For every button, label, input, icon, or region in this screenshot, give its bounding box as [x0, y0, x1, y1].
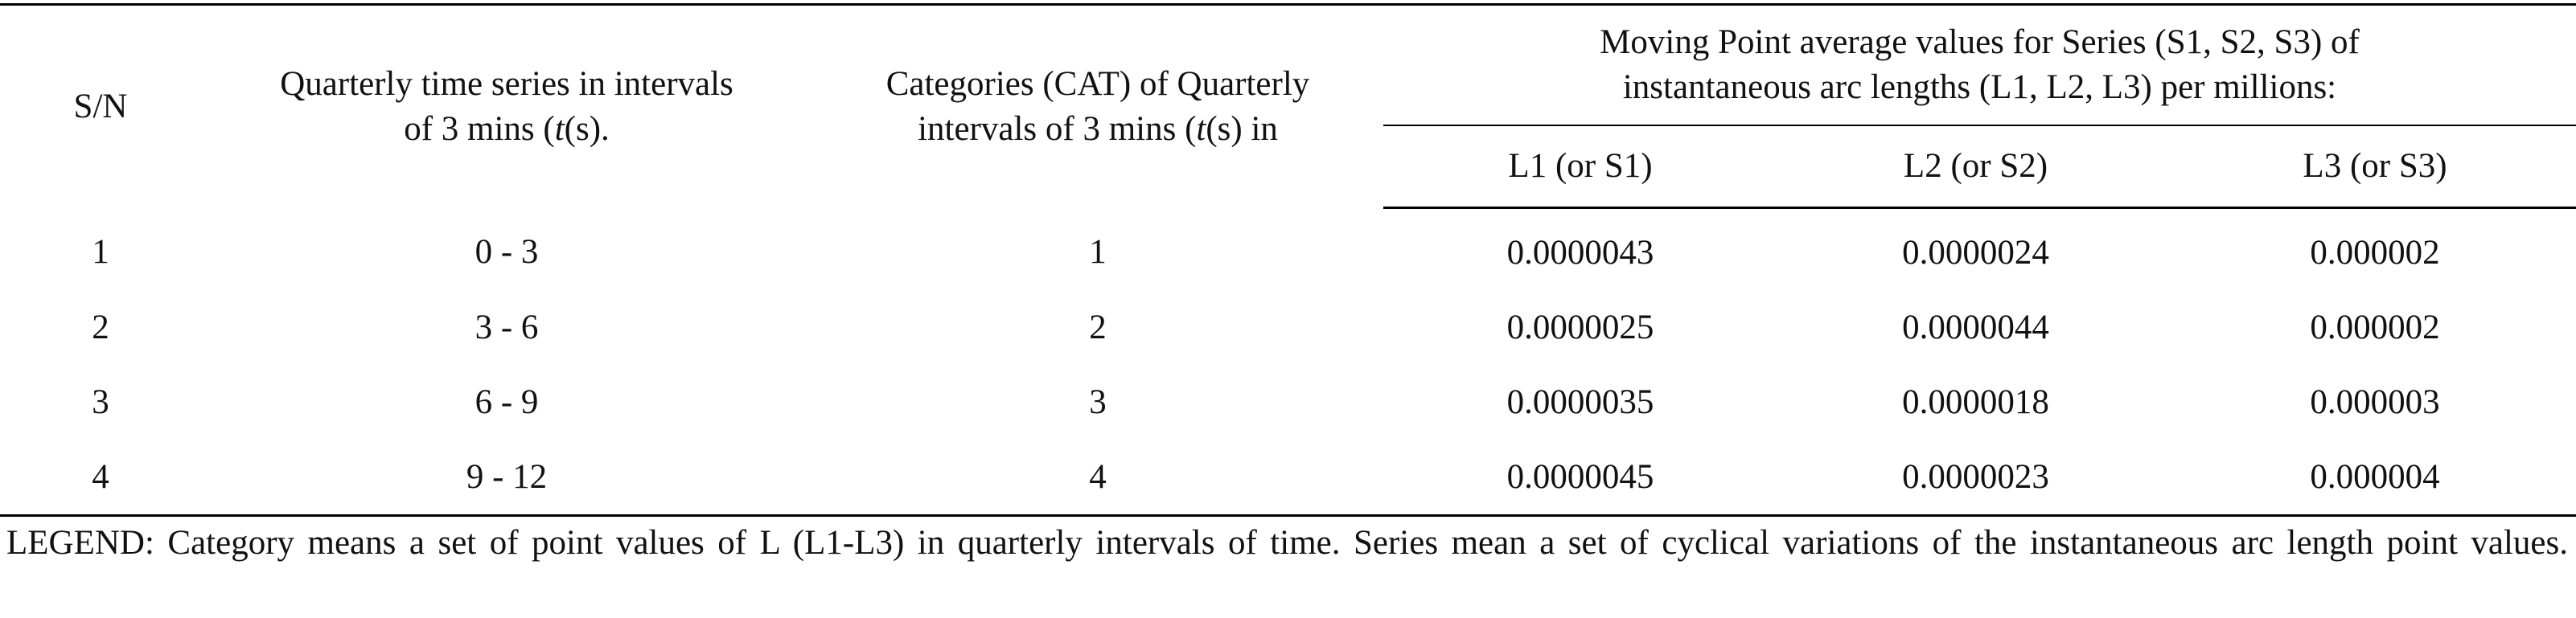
header-l3: L3 (or S3) [2174, 125, 2576, 209]
cell-l2: 0.0000044 [1902, 308, 2049, 346]
header-categories: Categories (CAT) of Quarterly intervals … [812, 3, 1383, 208]
table-legend: LEGEND: Category means a set of point va… [6, 524, 2568, 562]
cell-interval: 9 - 12 [201, 440, 812, 517]
cell-l1: 0.0000043 [1506, 233, 1654, 272]
cell-sn: 2 [92, 308, 109, 346]
table-row: 3 6 - 9 3 0.0000035 0.0000018 0.000003 [0, 365, 2576, 440]
cell-l3: 0.000004 [2174, 440, 2576, 517]
data-table: S/N Quarterly time series in intervals o… [0, 3, 2576, 517]
cell-l1: 0.0000035 [1506, 383, 1654, 421]
header-l1: L1 (or S1) [1383, 125, 1777, 209]
cell-l1: 0.0000045 [1383, 440, 1777, 517]
cell-sn: 3 [92, 383, 109, 421]
cell-interval: 0 - 3 [475, 232, 539, 271]
header-sn: S/N [0, 3, 201, 208]
header-group-moving-average: Moving Point average values for Series (… [1383, 3, 2576, 126]
header-row: S/N Quarterly time series in intervals o… [0, 3, 2576, 208]
table-row: 1 0 - 3 1 0.0000043 0.0000024 0.000002 [0, 208, 2576, 291]
cell-l3: 0.000002 [2310, 308, 2440, 346]
table-row: 4 9 - 12 4 0.0000045 0.0000023 0.000004 [0, 440, 2576, 517]
cell-l3: 0.000003 [2310, 383, 2440, 421]
table-row: 2 3 - 6 2 0.0000025 0.0000044 0.000002 [0, 290, 2576, 365]
cell-cat: 1 [1089, 232, 1107, 271]
cell-interval: 3 - 6 [475, 308, 539, 346]
cell-l1: 0.0000025 [1506, 308, 1654, 346]
cell-cat: 4 [812, 440, 1383, 517]
header-time-series: Quarterly time series in intervals of 3 … [201, 3, 812, 208]
header-l2: L2 (or S2) [1777, 125, 2174, 209]
cell-l3: 0.000002 [2310, 233, 2440, 272]
cell-l2: 0.0000024 [1902, 233, 2049, 272]
cell-interval: 6 - 9 [475, 383, 539, 421]
header-subrow: L1 (or S1) L2 (or S2) L3 (or S3) [0, 125, 2576, 209]
cell-l2: 0.0000023 [1777, 440, 2174, 517]
cell-l2: 0.0000018 [1902, 383, 2049, 421]
cell-sn: 4 [0, 440, 201, 517]
cell-cat: 2 [1089, 308, 1107, 346]
cell-cat: 3 [1089, 383, 1107, 421]
cell-sn: 1 [92, 232, 109, 271]
